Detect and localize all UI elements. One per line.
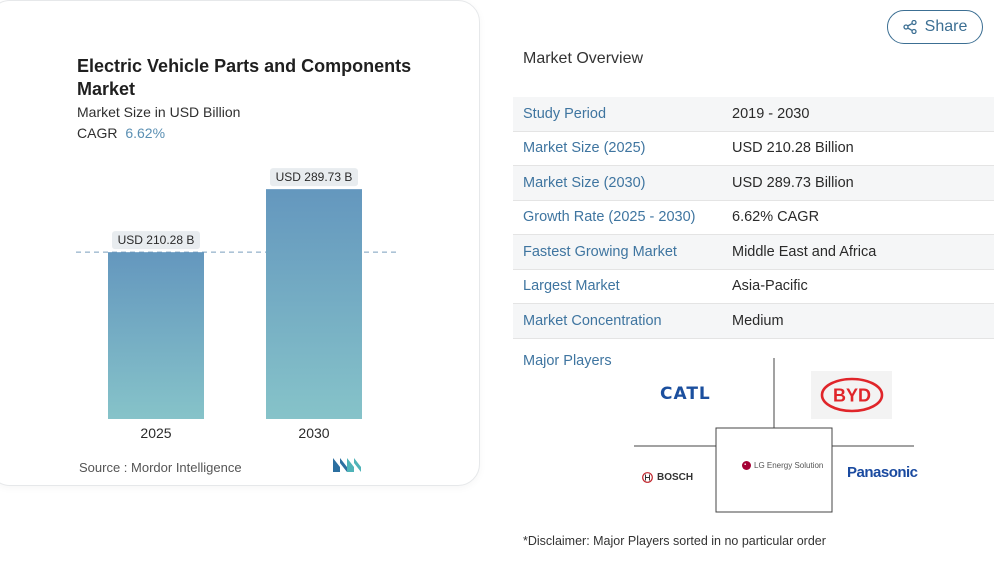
chart-title: Electric Vehicle Parts and Components Ma…: [77, 56, 412, 99]
overview-row: Fastest Growing Market Middle East and Af…: [513, 235, 994, 270]
overview-row-value: USD 289.73 Billion: [732, 174, 854, 191]
overview-row-key: Growth Rate (2025 - 2030): [523, 209, 696, 226]
bar-chart: USD 210.28 B 2025 USD 289.73 B 2030: [76, 168, 398, 441]
bosch-logo-text: BOSCH: [657, 472, 694, 483]
disclaimer: *Disclaimer: Major Players sorted in no …: [523, 534, 826, 548]
x-tick-label: 2030: [298, 425, 329, 441]
cagr-line: CAGR 6.62%: [77, 125, 165, 141]
overview-row-key: Market Size (2030): [523, 174, 646, 191]
share-icon: [902, 20, 917, 34]
data-label-box: [112, 231, 200, 250]
catl-logo: CATL: [660, 384, 711, 404]
bar-2030: [266, 189, 362, 419]
overview-row-value: 2019 - 2030: [732, 105, 810, 122]
data-label: USD 210.28 B: [118, 233, 195, 247]
overview-row-key: Fastest Growing Market: [523, 243, 677, 260]
overview-row-value: 6.62% CAGR: [732, 209, 820, 226]
overview-row: Study Period 2019 - 2030: [513, 97, 994, 132]
overview-row-key: Study Period: [523, 105, 607, 122]
data-label-box: [270, 168, 358, 187]
overview-table: Study Period 2019 - 2030 Market Size (2025…: [513, 97, 994, 339]
share-label: Share: [924, 18, 968, 35]
overview-title: Market Overview: [523, 50, 644, 67]
overview-row: Market Size (2030) USD 289.73 Billion: [513, 166, 994, 201]
overview-row-key: Market Size (2025): [523, 140, 646, 157]
data-label: USD 289.73 B: [276, 170, 353, 184]
panasonic-logo: Panasonic: [847, 464, 918, 481]
cagr-value: 6.62%: [125, 125, 166, 141]
share-button[interactable]: Share: [887, 10, 983, 44]
byd-logo: BYD: [811, 371, 892, 419]
overview-row-value: Middle East and Africa: [732, 243, 877, 260]
overview-row: Market Concentration Medium: [513, 304, 994, 339]
chart-card: [0, 0, 480, 486]
mordor-intelligence-logo-icon: [333, 458, 361, 472]
overview-row: Market Size (2025) USD 210.28 Billion: [513, 132, 994, 166]
lg-energy-solution-logo: LG Energy Solution: [742, 461, 823, 470]
overview-row-key: Market Concentration: [523, 312, 662, 329]
lg-logo-text: LG Energy Solution: [754, 461, 824, 470]
major-players-label: Major Players: [523, 353, 612, 369]
svg-text:BYD: BYD: [832, 386, 870, 406]
overview-row-value: Medium: [732, 312, 784, 329]
x-tick-label: 2025: [140, 425, 171, 441]
cagr-label: CAGR: [77, 125, 118, 141]
overview-row-value: USD 210.28 Billion: [732, 140, 854, 157]
bosch-logo: BOSCH: [642, 472, 693, 483]
lg-emblem-icon: [742, 461, 751, 470]
overview-row-value: Asia-Pacific: [732, 278, 808, 295]
bosch-emblem-icon: [642, 472, 653, 483]
byd-logo-icon: BYD: [820, 377, 883, 413]
overview-row: Largest Market Asia-Pacific: [513, 270, 994, 304]
chart-source: Source : Mordor Intelligence: [79, 460, 242, 475]
bar-2025: [108, 252, 204, 419]
overview-row-key: Largest Market: [523, 278, 620, 295]
chart-subtitle: Market Size in USD Billion: [77, 104, 241, 120]
overview-row: Growth Rate (2025 - 2030) 6.62% CAGR: [513, 201, 994, 235]
